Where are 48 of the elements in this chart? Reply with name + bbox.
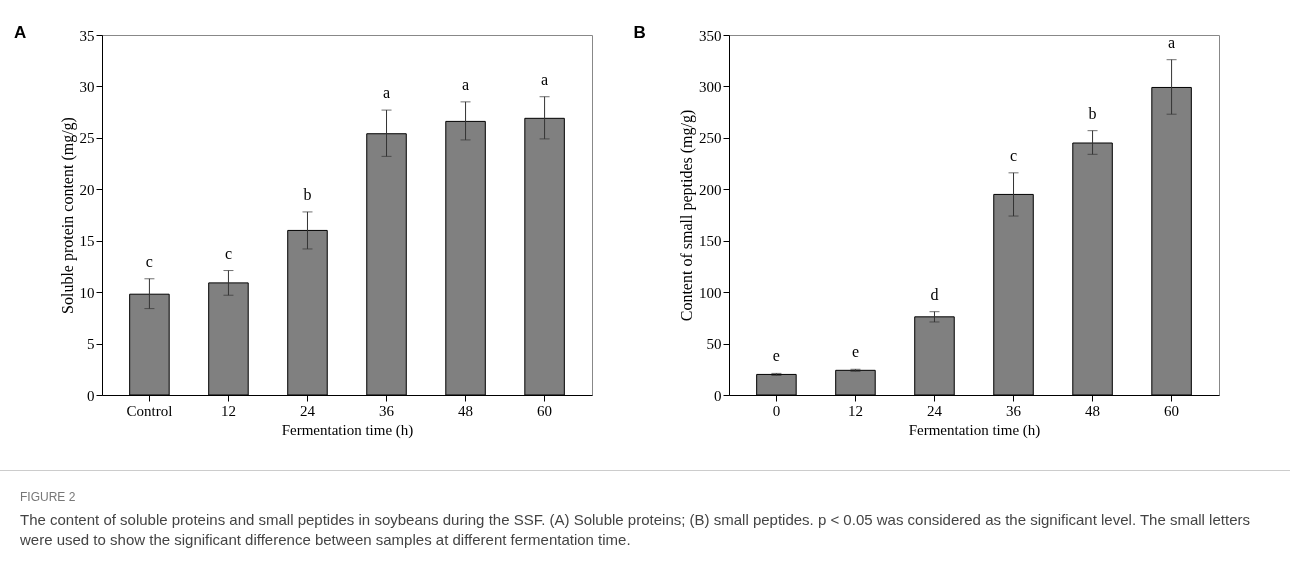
y-axis-title: Content of small peptides (mg/g) (678, 109, 696, 322)
x-axis-title: Fermentation time (h) (281, 421, 414, 439)
y-tick-label: 25 (79, 130, 95, 147)
x-tick-label: 36 (1006, 402, 1022, 419)
annotation: b (1088, 104, 1097, 122)
annotation: e (851, 343, 860, 361)
y-tick-label: 200 (699, 181, 722, 198)
y-tick-label: 35 (79, 27, 95, 44)
annotation: a (1168, 33, 1176, 51)
annotation: c (1009, 146, 1018, 164)
x-tick-label: 12 (220, 402, 236, 419)
annotation: b (303, 185, 312, 203)
annotation: a (461, 75, 470, 93)
y-tick-label: 5 (87, 336, 95, 353)
y-tick-label: 20 (79, 181, 95, 198)
text: The content of soluble proteins and small peptides in soybeans during the SSF. (A) Soluble proteins; (B) small peptides. p < 0.05 was considered as the significant level. The small letters were used to show the significant difference between samples at different fermentation time. (20, 510, 1251, 550)
chart-title: A (14, 23, 27, 42)
y-tick-label: 30 (79, 78, 95, 95)
x-tick-label: 24 (299, 402, 316, 419)
y-tick-label: 250 (699, 130, 722, 147)
annotation: c (224, 244, 233, 262)
x-tick-label: 36 (379, 402, 395, 419)
annotation: c (145, 252, 153, 270)
annotation: d (930, 285, 939, 303)
x-tick-label: 24 (926, 402, 943, 419)
x-tick-label: Control (126, 402, 173, 419)
y-tick-label: 100 (699, 284, 722, 301)
x-tick-label: 12 (847, 402, 863, 419)
x-tick-label: 0 (772, 402, 781, 419)
y-tick-label: 15 (79, 233, 95, 250)
y-tick-label: 350 (699, 27, 722, 44)
annotation: a (541, 70, 549, 88)
y-tick-label: 150 (699, 233, 722, 250)
y-axis-title: Soluble protein content (mg/g) (58, 117, 77, 314)
annotation: e (772, 347, 780, 365)
y-tick-label: 0 (87, 387, 95, 404)
x-tick-label: 48 (1085, 402, 1101, 419)
annotation: a (382, 84, 391, 102)
y-tick-label: 300 (699, 78, 722, 95)
y-tick-label: 0 (714, 387, 722, 404)
y-tick-label: 50 (706, 336, 722, 353)
chart-title: B (633, 23, 646, 42)
x-axis-title: Fermentation time (h) (908, 421, 1041, 439)
x-tick-label: 60 (1164, 402, 1180, 419)
x-tick-label: 60 (537, 402, 553, 419)
x-tick-label: 48 (458, 402, 474, 419)
caption: FIGURE 2 (20, 490, 77, 504)
y-tick-label: 10 (79, 284, 95, 301)
